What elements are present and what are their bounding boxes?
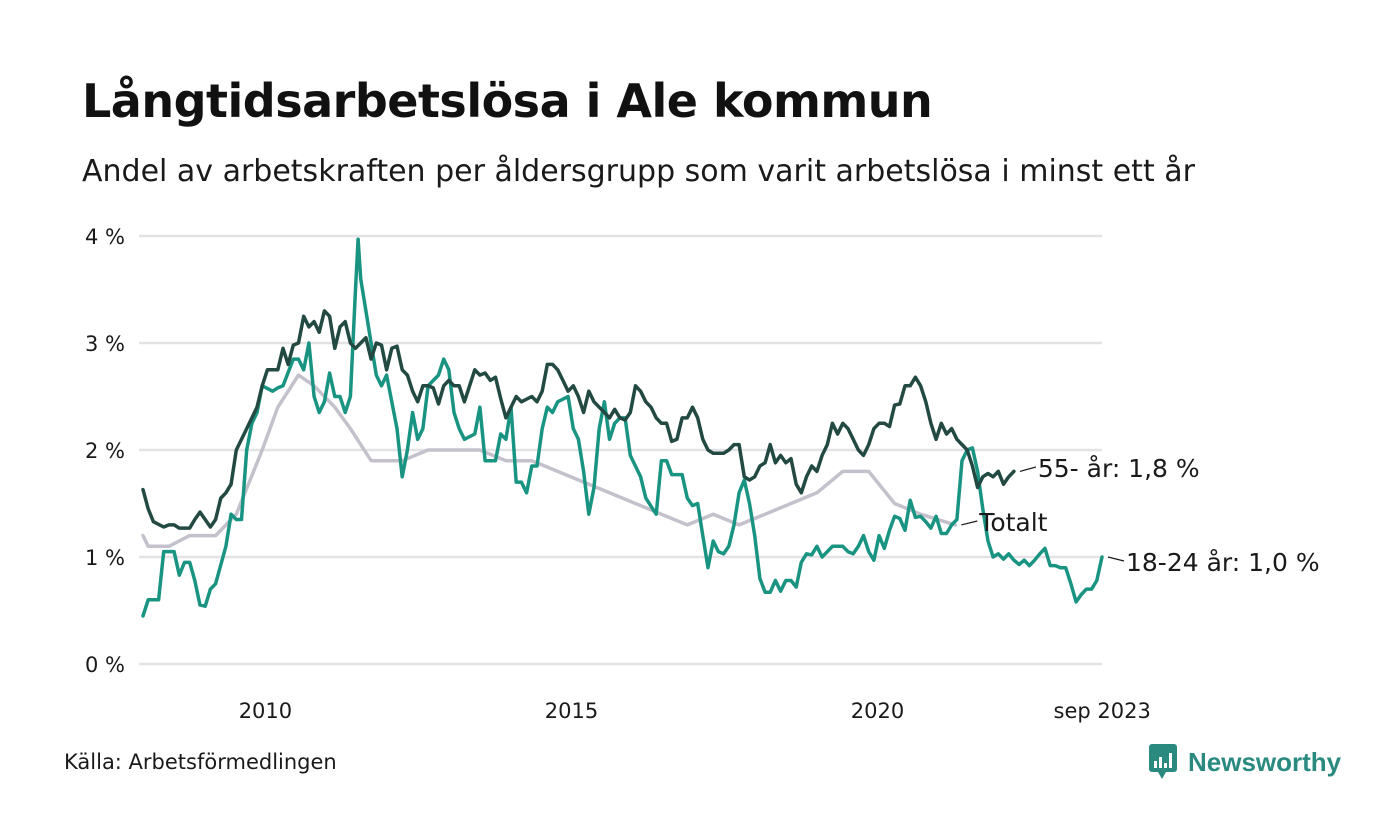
series-line-55-r (141, 309, 1016, 530)
series-end-label: Totalt (978, 508, 1047, 537)
series-line-18-24-r (141, 237, 1104, 618)
y-axis: 0 % 1 % 2 % 3 % 4 % (85, 225, 125, 677)
label-leader (1107, 556, 1125, 562)
y-tick-label: 4 % (85, 225, 125, 249)
chart-subtitle: Andel av arbetskraften per åldersgrupp s… (82, 154, 1195, 189)
series-end-label: 18-24 år: 1,0 % (1126, 548, 1320, 577)
x-tick-label: sep 2023 (1054, 699, 1151, 723)
x-tick-label: 2020 (851, 699, 904, 723)
series-lines (141, 237, 1104, 618)
newsworthy-logo-icon (1149, 744, 1177, 779)
source-note: Källa: Arbetsförmedlingen (64, 750, 337, 774)
series-labels: Totalt 18-24 år: 1,0 % 55- år: 1,8 % (961, 454, 1320, 577)
x-tick-label: 2010 (239, 699, 292, 723)
x-tick-label: 2015 (545, 699, 598, 723)
y-tick-label: 1 % (85, 546, 125, 570)
x-axis: 2010 2015 2020 sep 2023 (239, 699, 1151, 723)
series-line-totalt (141, 373, 958, 549)
brand-name: Newsworthy (1188, 746, 1342, 777)
gridlines (139, 234, 1102, 666)
y-tick-label: 3 % (85, 332, 125, 356)
series-end-label: 55- år: 1,8 % (1038, 454, 1200, 483)
brand-logo: Newsworthy (1148, 742, 1341, 782)
label-leader (1019, 466, 1037, 472)
label-leader (961, 520, 978, 526)
y-tick-label: 2 % (85, 439, 125, 463)
chart-title: Långtidsarbetslösa i Ale kommun (82, 74, 933, 128)
y-tick-label: 0 % (85, 653, 125, 677)
